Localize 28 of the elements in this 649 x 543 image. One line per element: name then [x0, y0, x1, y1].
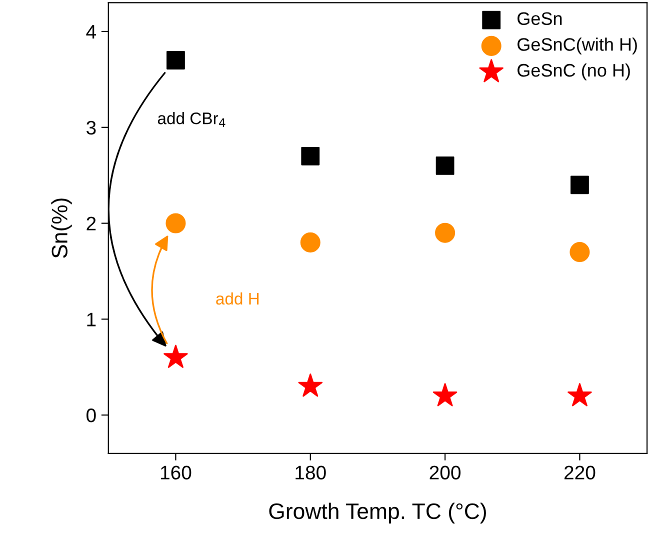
y-axis-title: Sn(%)	[51, 198, 72, 258]
annotation: add H	[216, 292, 259, 305]
x-tick-label: 180	[296, 466, 326, 480]
legend-label: GeSnC (no H)	[518, 63, 630, 80]
y-tick-label: 2	[86, 216, 96, 230]
point	[568, 383, 592, 406]
point	[570, 176, 589, 194]
y-tick-label: 4	[86, 25, 96, 39]
point	[570, 242, 590, 262]
point	[435, 222, 456, 243]
y-tick-label: 3	[86, 120, 96, 135]
x-tick-label: 160	[160, 466, 192, 480]
point	[166, 213, 186, 234]
point	[300, 232, 320, 252]
legend-label: GeSnC(with H)	[518, 38, 637, 54]
y-tick-label: 1	[87, 312, 96, 326]
annotation: add CBr$_{4}$	[158, 112, 226, 127]
point	[298, 374, 323, 397]
point	[432, 383, 458, 406]
x-tick-label: 220	[564, 466, 596, 480]
point	[166, 51, 185, 70]
x-tick-label: 200	[430, 466, 461, 480]
point	[164, 344, 188, 368]
point	[301, 146, 320, 166]
legend-label: GeSn	[518, 12, 562, 26]
point	[436, 156, 454, 175]
x-axis-title: Growth Temp. TC (°C)	[269, 502, 486, 524]
y-tick-label: 0	[86, 408, 96, 422]
